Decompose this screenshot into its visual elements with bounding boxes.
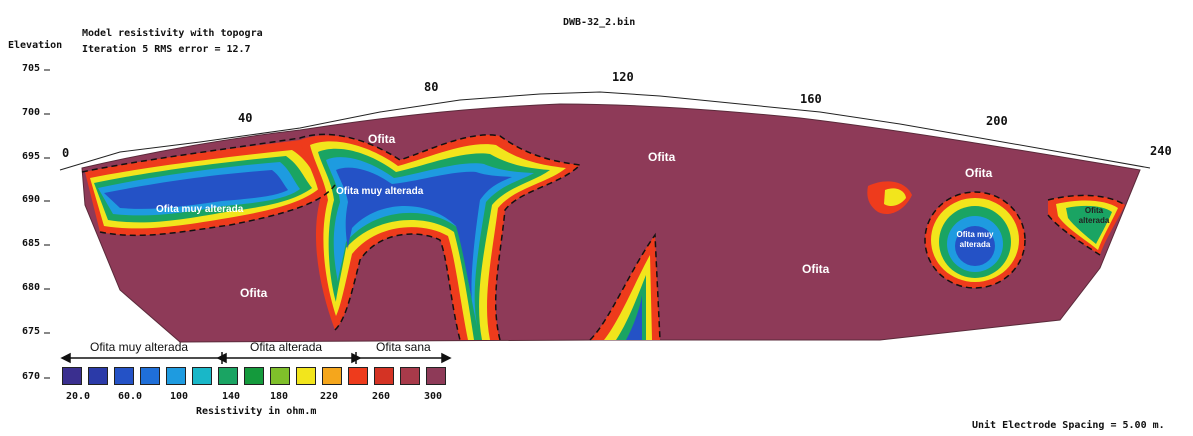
legend-swatch bbox=[114, 367, 134, 385]
distance-tick: 0 bbox=[62, 146, 70, 160]
legend-swatch bbox=[166, 367, 186, 385]
zone-label: Ofita muy alterada bbox=[156, 204, 244, 215]
legend-category: Ofita sana bbox=[376, 340, 431, 354]
zone-label: Ofita muy alterada bbox=[336, 186, 424, 197]
distance-tick: 80 bbox=[424, 80, 439, 94]
zone-label: Ofita bbox=[648, 150, 676, 164]
legend-category: Ofita alterada bbox=[250, 340, 323, 354]
zone-label: Ofita bbox=[965, 166, 993, 180]
legend-value: 60.0 bbox=[118, 391, 143, 402]
distance-tick: 200 bbox=[986, 114, 1008, 128]
distance-tick: 120 bbox=[612, 70, 634, 84]
elevation-tick: 685 bbox=[22, 238, 41, 249]
legend-swatch bbox=[62, 367, 82, 385]
zone-label: Ofita bbox=[368, 132, 396, 146]
legend-swatch bbox=[348, 367, 368, 385]
zone-label: Ofita alterada bbox=[1078, 206, 1110, 225]
legend-caption: Resistivity in ohm.m bbox=[196, 406, 317, 417]
distance-tick: 160 bbox=[800, 92, 822, 106]
zone-label: Ofita bbox=[240, 286, 268, 300]
elevation-tick: 700 bbox=[22, 107, 41, 118]
legend-value: 100 bbox=[170, 391, 189, 402]
topography-line bbox=[59, 91, 1151, 171]
zone-label: Ofita muy alterada bbox=[956, 230, 994, 249]
legend-value: 220 bbox=[320, 391, 339, 402]
elevation-tick: 705 bbox=[22, 63, 41, 74]
legend-value: 20.0 bbox=[66, 391, 91, 402]
zone-label: Ofita bbox=[802, 262, 830, 276]
elevation-tick: 670 bbox=[22, 371, 41, 382]
elevation-tick: 675 bbox=[22, 326, 41, 337]
model-title: Model resistivity with topogra bbox=[82, 28, 263, 39]
legend-value: 300 bbox=[424, 391, 443, 402]
legend-value: 140 bbox=[222, 391, 241, 402]
legend-swatch bbox=[244, 367, 264, 385]
elevation-label: Elevation bbox=[8, 40, 63, 51]
electrode-spacing: Unit Electrode Spacing = 5.00 m. bbox=[972, 420, 1165, 431]
distance-tick: 40 bbox=[238, 111, 253, 125]
iteration-info: Iteration 5 RMS error = 12.7 bbox=[82, 44, 251, 55]
elevation-tick: 690 bbox=[22, 194, 41, 205]
legend-swatch bbox=[400, 367, 420, 385]
distance-tick: 240 bbox=[1150, 144, 1172, 158]
legend-swatch bbox=[140, 367, 160, 385]
legend-swatch bbox=[218, 367, 238, 385]
legend-category: Ofita muy alterada bbox=[90, 340, 189, 354]
legend-swatch bbox=[192, 367, 212, 385]
legend-swatch bbox=[296, 367, 316, 385]
legend-swatch bbox=[270, 367, 290, 385]
file-name: DWB-32_2.bin bbox=[563, 17, 636, 28]
legend-swatch bbox=[88, 367, 108, 385]
legend-swatches bbox=[62, 367, 450, 385]
legend-swatch bbox=[322, 367, 342, 385]
legend-value: 260 bbox=[372, 391, 391, 402]
legend-swatch bbox=[426, 367, 446, 385]
elevation-tick: 695 bbox=[22, 151, 41, 162]
elevation-tick: 680 bbox=[22, 282, 41, 293]
legend-value: 180 bbox=[270, 391, 289, 402]
legend-swatch bbox=[374, 367, 394, 385]
